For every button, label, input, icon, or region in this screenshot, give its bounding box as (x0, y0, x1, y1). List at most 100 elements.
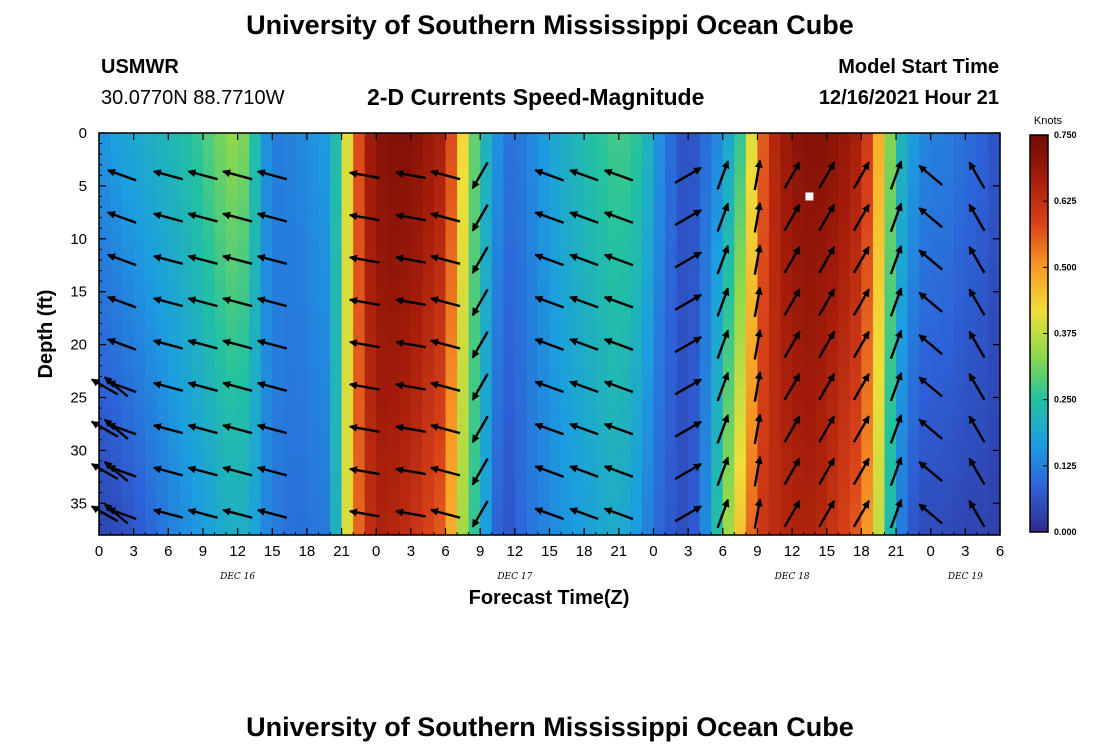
heatmap-cell (665, 143, 678, 155)
heatmap-cell (514, 334, 527, 346)
heatmap-cell (711, 439, 724, 451)
heatmap-cell (976, 281, 990, 293)
heatmap-cell (376, 154, 389, 166)
heatmap-cell (826, 429, 839, 441)
heatmap-cell (445, 185, 458, 198)
heatmap-cell (122, 238, 135, 250)
heatmap-cell (572, 249, 585, 261)
heatmap-cell (110, 249, 123, 261)
heatmap-cell (260, 334, 273, 346)
heatmap-cell (826, 439, 839, 451)
heatmap-cell (872, 429, 886, 441)
heatmap-cell (133, 418, 146, 430)
current-vector (430, 338, 461, 350)
heatmap-cell (468, 291, 481, 303)
heatmap-cell (584, 471, 597, 483)
heatmap-cell (330, 281, 343, 293)
heatmap-cell (445, 207, 458, 219)
heatmap-cell (815, 408, 828, 420)
heatmap-cell (896, 376, 909, 388)
heatmap-cell (457, 196, 470, 208)
heatmap-cell (792, 408, 805, 420)
heatmap-cell (445, 143, 458, 155)
heatmap-cell (688, 524, 701, 536)
heatmap-cell (330, 259, 343, 272)
heatmap-cell (353, 207, 366, 219)
heatmap-cell (595, 164, 608, 176)
heatmap-cell (838, 154, 851, 166)
current-vector (753, 244, 763, 275)
heatmap-cell (179, 344, 193, 356)
heatmap-cell (838, 492, 851, 504)
current-vector (852, 500, 870, 528)
heatmap-cell (768, 259, 782, 272)
heatmap-cell (757, 482, 770, 494)
heatmap-cell (387, 175, 400, 187)
heatmap-cell (122, 154, 135, 166)
heatmap-cell (930, 482, 943, 494)
heatmap-cell (156, 482, 169, 494)
heatmap-cell (537, 302, 551, 314)
heatmap-cell (838, 376, 851, 388)
heatmap-cell (549, 164, 562, 176)
heatmap-cell (214, 175, 227, 187)
heatmap-cell (295, 154, 308, 166)
heatmap-cell (907, 164, 920, 176)
heatmap-cell (780, 154, 793, 166)
y-tick-label: 10 (70, 231, 87, 248)
heatmap-cell (630, 291, 643, 303)
heatmap-cell (491, 492, 504, 504)
heatmap-cell (156, 154, 169, 166)
current-vector (187, 254, 218, 265)
heatmap-cell (849, 312, 862, 325)
heatmap-cell (133, 492, 146, 504)
heatmap-cell (376, 207, 389, 219)
current-vector (889, 498, 903, 529)
heatmap-cell (410, 217, 424, 229)
heatmap-cell (330, 217, 343, 229)
heatmap-cell (133, 386, 146, 399)
heatmap-cell (457, 513, 470, 526)
heatmap-cell (722, 228, 735, 240)
heatmap-cell (156, 323, 169, 335)
heatmap-cell (249, 344, 262, 356)
current-vector (534, 422, 565, 436)
heatmap-cell (988, 217, 1001, 229)
heatmap-cell (306, 429, 320, 441)
heatmap-cell (618, 408, 631, 420)
heatmap-cell (572, 164, 585, 176)
heatmap-cell (318, 429, 331, 441)
heatmap-cell (572, 355, 585, 367)
heatmap-cell (942, 217, 955, 229)
heatmap-cell (561, 207, 574, 219)
heatmap-cell (699, 386, 712, 399)
heatmap-cell (457, 376, 470, 388)
heatmap-cell (537, 217, 551, 229)
heatmap-cell (641, 471, 655, 483)
heatmap-cell (849, 376, 862, 388)
heatmap-cell (491, 503, 504, 515)
heatmap-cell (283, 143, 296, 155)
heatmap-cell (272, 154, 285, 166)
current-vector (471, 331, 489, 359)
heatmap-cell (792, 492, 805, 504)
heatmap-cell (872, 471, 886, 483)
heatmap-cell (630, 524, 643, 536)
heatmap-cell (306, 450, 320, 462)
heatmap-cell (826, 408, 839, 420)
heatmap-cell (618, 439, 631, 451)
heatmap-cell (99, 408, 112, 420)
heatmap-cell (919, 175, 932, 187)
heatmap-cell (953, 291, 966, 303)
heatmap-cell (214, 281, 227, 293)
heatmap-cell (514, 281, 527, 293)
heatmap-cell (976, 397, 990, 409)
heatmap-cell (641, 143, 655, 155)
heatmap-cell (226, 439, 239, 451)
heatmap-cell (907, 291, 920, 303)
heatmap-cell (399, 228, 412, 240)
heatmap-cell (410, 196, 424, 208)
heatmap-cell (607, 164, 620, 176)
heatmap-cell (826, 217, 839, 229)
current-vector (471, 457, 489, 486)
